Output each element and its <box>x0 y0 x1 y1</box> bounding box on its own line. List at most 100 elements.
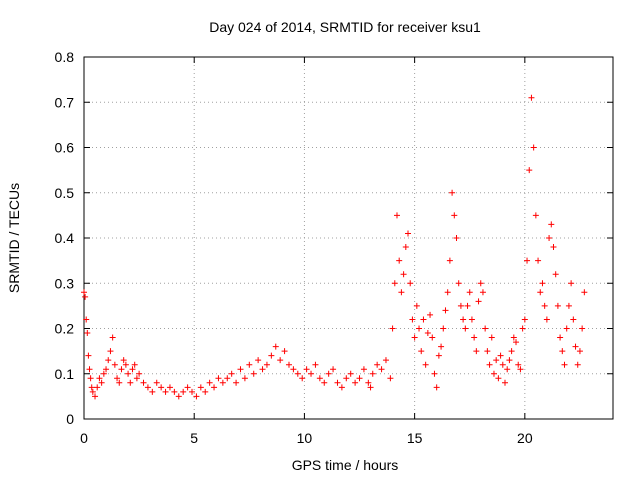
data-point <box>360 366 367 373</box>
data-point <box>387 375 394 382</box>
data-point <box>497 352 504 359</box>
data-point <box>100 370 107 377</box>
data-point <box>563 325 570 332</box>
data-point <box>468 316 475 323</box>
data-point <box>197 384 204 391</box>
data-point <box>81 289 87 296</box>
data-point <box>312 361 319 368</box>
data-point <box>539 280 546 287</box>
y-tick-label: 0.4 <box>55 230 75 246</box>
data-point <box>449 189 456 196</box>
data-point <box>109 334 116 341</box>
data-point <box>202 388 209 395</box>
data-point <box>557 334 564 341</box>
data-point <box>228 370 235 377</box>
data-point <box>541 302 548 309</box>
data-point <box>131 361 138 368</box>
data-point <box>453 235 460 241</box>
data-marks <box>81 94 588 400</box>
x-tick-label: 15 <box>407 430 423 446</box>
data-point <box>574 361 581 368</box>
data-point <box>396 257 403 264</box>
data-point <box>82 293 89 300</box>
data-point <box>413 302 420 309</box>
data-point <box>537 289 544 296</box>
data-point <box>129 366 136 373</box>
data-point <box>530 144 537 151</box>
data-point <box>365 379 372 386</box>
data-point <box>572 343 579 350</box>
data-point <box>475 298 482 305</box>
data-point <box>561 361 568 368</box>
data-point <box>455 280 462 287</box>
data-point <box>532 212 539 219</box>
data-point <box>416 325 423 332</box>
data-point <box>120 357 127 364</box>
data-point <box>268 352 275 359</box>
data-point <box>85 352 92 359</box>
y-axis-label: SRMTID / TECUs <box>6 183 22 293</box>
data-point <box>486 361 493 368</box>
data-point <box>277 357 284 364</box>
data-point <box>451 212 458 219</box>
data-point <box>508 348 515 355</box>
y-tick-label: 0.7 <box>55 94 75 110</box>
data-point <box>495 375 502 382</box>
data-point <box>499 361 506 368</box>
data-point <box>308 370 315 377</box>
data-point <box>570 316 577 323</box>
data-point <box>88 384 95 391</box>
data-point <box>433 384 440 391</box>
data-point <box>96 375 103 382</box>
data-point <box>402 244 409 251</box>
data-point <box>166 384 173 391</box>
data-point <box>504 366 511 373</box>
data-point <box>259 366 266 373</box>
data-point <box>325 370 332 377</box>
data-point <box>462 325 469 332</box>
data-point <box>565 302 572 309</box>
data-point <box>303 366 310 373</box>
data-point <box>94 384 101 391</box>
data-point <box>127 379 134 386</box>
data-point <box>83 316 90 323</box>
data-point <box>438 343 445 350</box>
data-point <box>488 334 495 341</box>
grid-lines <box>84 57 613 419</box>
data-point <box>87 375 94 382</box>
data-point <box>98 379 105 386</box>
data-point <box>369 370 376 377</box>
data-point <box>422 361 429 368</box>
x-tick-label: 10 <box>297 430 313 446</box>
x-tick-label: 0 <box>80 430 88 446</box>
y-tick-label: 0.3 <box>55 275 75 291</box>
data-point <box>158 384 165 391</box>
data-point <box>559 348 566 355</box>
data-point <box>116 379 123 386</box>
data-point <box>435 352 442 359</box>
data-point <box>543 316 550 323</box>
data-point <box>581 289 588 296</box>
data-point <box>493 357 500 364</box>
data-point <box>334 379 341 386</box>
data-point <box>490 370 497 377</box>
data-point <box>125 370 132 377</box>
data-point <box>552 271 559 278</box>
data-point <box>84 330 91 337</box>
data-point <box>473 348 480 355</box>
data-point <box>420 316 427 323</box>
data-point <box>255 357 262 364</box>
data-point <box>175 393 182 400</box>
data-point <box>136 370 143 377</box>
data-point <box>579 325 586 332</box>
data-point <box>506 357 513 364</box>
data-point <box>528 94 535 101</box>
y-tick-label: 0.6 <box>55 140 75 156</box>
data-point <box>356 375 363 382</box>
axis-ticks <box>83 56 613 420</box>
chart-title: Day 024 of 2014, SRMTID for receiver ksu… <box>209 19 481 35</box>
data-point <box>460 316 467 323</box>
data-point <box>215 375 222 382</box>
data-point <box>133 375 140 382</box>
